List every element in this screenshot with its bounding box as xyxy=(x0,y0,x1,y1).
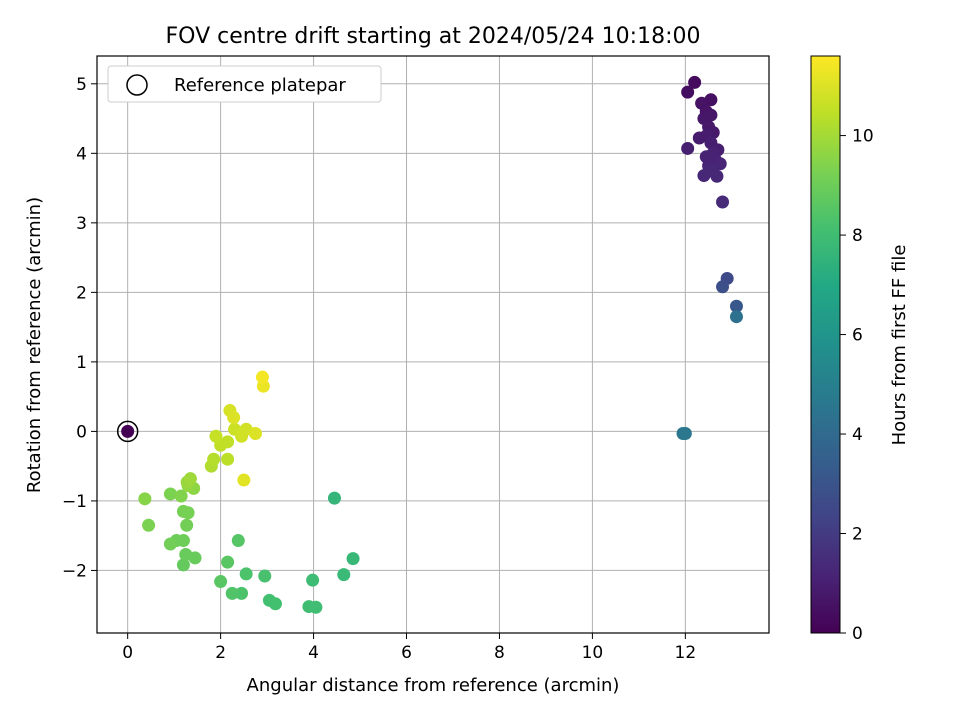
x-tick-label: 0 xyxy=(122,643,133,663)
data-point xyxy=(681,141,695,155)
legend-marker xyxy=(126,74,148,96)
data-point xyxy=(183,472,197,486)
data-point xyxy=(258,569,272,583)
data-point xyxy=(142,518,156,532)
data-point xyxy=(716,195,730,209)
data-point xyxy=(176,558,190,572)
y-tick-label: −2 xyxy=(62,561,87,581)
data-point xyxy=(163,537,177,551)
data-point xyxy=(221,452,235,466)
data-point xyxy=(209,429,223,443)
colorbar-tick-label: 4 xyxy=(852,425,863,445)
data-point xyxy=(237,473,251,487)
data-point xyxy=(163,487,177,501)
chart-title: FOV centre drift starting at 2024/05/24 … xyxy=(166,24,701,49)
data-point xyxy=(309,600,323,614)
data-point xyxy=(346,552,360,566)
data-point xyxy=(239,567,253,581)
x-tick-label: 2 xyxy=(215,643,226,663)
data-point xyxy=(174,489,188,503)
x-tick-label: 6 xyxy=(401,643,412,663)
data-point xyxy=(678,426,692,440)
y-tick-label: 0 xyxy=(76,422,87,442)
legend-box xyxy=(107,65,382,103)
data-point xyxy=(704,164,718,178)
grid xyxy=(97,56,769,633)
data-point xyxy=(729,310,743,324)
x-axis-ticks: 0 2 4 6 8 10 12 xyxy=(122,633,696,663)
plot-frame xyxy=(96,55,770,634)
x-tick-label: 8 xyxy=(494,643,505,663)
data-point xyxy=(231,534,245,548)
reference-marker xyxy=(116,420,139,443)
data-point xyxy=(180,518,194,532)
x-tick-label: 12 xyxy=(675,643,697,663)
y-tick-label: 5 xyxy=(76,75,87,95)
data-point xyxy=(221,555,235,569)
data-points xyxy=(121,75,743,614)
legend-entry-label: Reference platepar xyxy=(174,75,346,96)
x-tick-label: 10 xyxy=(582,643,604,663)
data-point xyxy=(729,299,743,313)
data-point xyxy=(306,573,320,587)
colorbar: 0 2 4 6 8 10 Hours from first FF file xyxy=(810,55,910,644)
data-point xyxy=(227,410,241,424)
colorbar-tick-label: 0 xyxy=(852,624,863,644)
data-point xyxy=(681,85,695,99)
data-point xyxy=(138,492,152,506)
data-point xyxy=(221,435,235,449)
colorbar-tick-label: 2 xyxy=(852,525,863,545)
reference-point xyxy=(116,420,139,443)
y-axis-label: Rotation from reference (arcmin) xyxy=(24,197,45,493)
data-point xyxy=(337,568,351,582)
data-point xyxy=(268,597,282,611)
data-point xyxy=(235,586,249,600)
data-point xyxy=(688,75,702,89)
y-axis-ticks: −2 −1 0 1 2 3 4 5 xyxy=(62,75,97,581)
data-point xyxy=(248,426,262,440)
y-tick-label: 4 xyxy=(76,144,87,164)
data-point xyxy=(225,586,239,600)
x-axis-label: Angular distance from reference (arcmin) xyxy=(247,675,620,696)
y-tick-label: −1 xyxy=(62,492,87,512)
data-point xyxy=(716,280,730,294)
colorbar-gradient xyxy=(810,55,841,634)
legend: Reference platepar xyxy=(107,65,382,103)
colorbar-label: Hours from first FF file xyxy=(889,245,910,446)
x-tick-label: 4 xyxy=(308,643,319,663)
colorbar-tick-label: 6 xyxy=(852,326,863,346)
data-point xyxy=(207,452,221,466)
y-tick-label: 2 xyxy=(76,283,87,303)
data-point xyxy=(327,491,341,505)
data-point xyxy=(188,551,202,565)
data-point xyxy=(255,370,269,384)
y-tick-label: 3 xyxy=(76,214,87,234)
colorbar-tick-label: 10 xyxy=(852,127,874,147)
data-point xyxy=(214,575,228,589)
data-point xyxy=(121,424,135,438)
y-tick-label: 1 xyxy=(76,353,87,373)
data-point xyxy=(181,506,195,520)
colorbar-tick-label: 8 xyxy=(852,226,863,246)
colorbar-ticks: 0 2 4 6 8 10 xyxy=(840,127,874,644)
